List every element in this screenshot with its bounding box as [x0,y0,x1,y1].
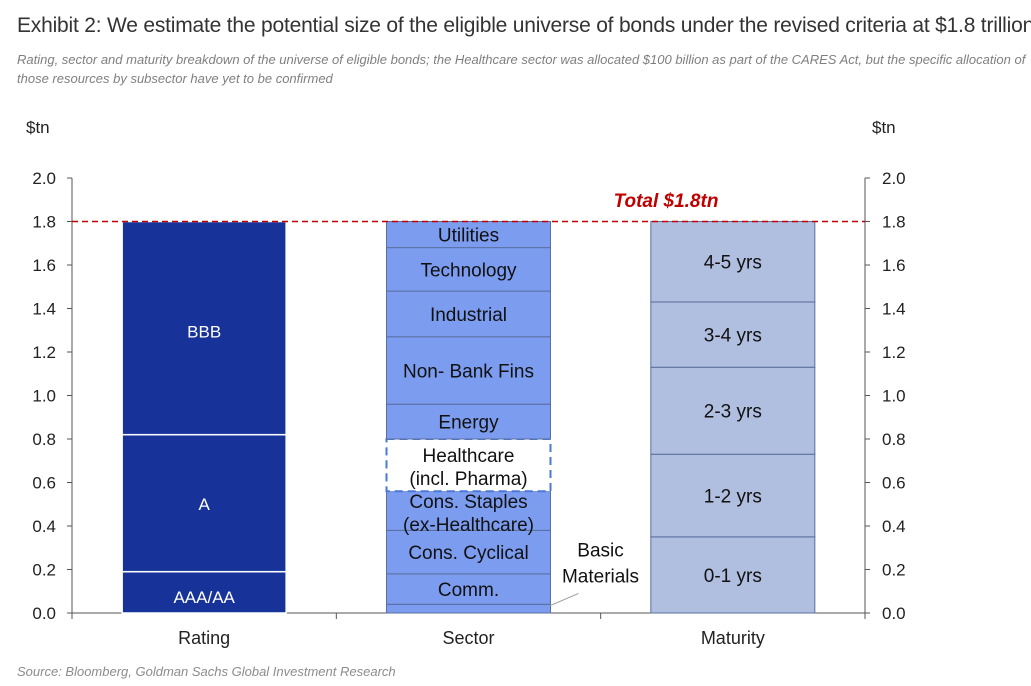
x-tick-label: Maturity [701,628,765,648]
x-tick-label: Sector [442,628,494,648]
annotations: Basic Materials Total $1.8tn [72,191,865,607]
y-tick-label-left: 1.4 [32,300,56,319]
bar-segment-label: Cons. Staples [409,492,527,513]
basic-materials-label: Materials [562,567,639,588]
source-note: Source: Bloomberg, Goldman Sachs Global … [17,664,396,679]
bar-segment [121,220,287,436]
bar-segment [650,301,816,368]
bar-segment-label: Energy [438,413,499,434]
bar-segment-label: Cons. Cyclical [408,543,528,564]
bar-segment [386,529,551,575]
basic-materials-label: Basic [577,540,623,561]
bar-segment [650,366,816,455]
y-tick-label-left: 2.0 [32,169,56,188]
bar-segment-label: Non- Bank Fins [403,361,534,382]
stacked-bar-chart: $tn $tn 0.0 0.0 0.2 0.2 0.4 0.4 0.6 0.6 0.8 0.8 1.… [26,118,906,648]
bar-segment-label: BBB [187,322,221,341]
bar-segment-label: Healthcare [423,446,515,467]
bar-segment-label: 0-1 yrs [704,566,762,587]
bar-segment-label: 2-3 yrs [704,402,762,423]
basic-materials-leader-line [548,592,579,607]
bar-segment [386,573,551,605]
x-tick-label: Rating [178,628,230,648]
y-tick-label-left: 0.0 [32,604,56,623]
bar-segment [650,453,816,538]
y-tick-label-right: 2.0 [882,169,906,188]
y-tick-label-right: 0.8 [882,430,906,449]
bar-segment-label: (incl. Pharma) [409,469,527,490]
y-tick-label-right: 0.2 [882,561,906,580]
bar-segment-label: 4-5 yrs [704,253,762,274]
bar-segment [386,403,551,440]
axes: 0.0 0.0 0.2 0.2 0.4 0.4 0.6 0.6 0.8 0.8 1.0 1.0 1.2 1… [32,169,905,648]
bar-segment-label: 1-2 yrs [704,487,762,508]
y-tick-label-right: 1.6 [882,256,906,275]
bars: AAA/AA A BBB Comm. Cons. Cyclical Cons. Stapl… [121,220,816,614]
bar-segment [121,433,287,573]
bar-segment-label: AAA/AA [173,588,235,607]
y-tick-label-left: 0.8 [32,430,56,449]
chart-subtitle: Rating, sector and maturity breakdown of… [17,52,1026,86]
bar-segment [386,221,551,249]
bar-segment [121,570,287,614]
page-title: Exhibit 2: We estimate the potential siz… [17,14,1031,37]
bar-segment [386,490,551,531]
y-tick-label-left: 1.2 [32,343,56,362]
bar-segment [650,221,816,303]
right-axis-unit-label: $tn [872,118,896,137]
bar-segment-label: (ex-Healthcare) [403,515,534,536]
bar-segment [386,247,551,292]
y-tick-label-right: 1.0 [882,387,906,406]
y-tick-label-left: 0.2 [32,561,56,580]
y-tick-label-left: 1.6 [32,256,56,275]
y-tick-label-right: 0.4 [882,517,906,536]
y-tick-label-right: 0.6 [882,474,906,493]
bar-segment [386,290,551,338]
bar-segment-label: 3-4 yrs [704,326,762,347]
bar-segment-label: Industrial [430,305,507,326]
bar-segment-label: Technology [420,260,517,281]
bar-segment-label: Utilities [438,226,499,247]
y-tick-label-right: 1.2 [882,343,906,362]
bar-segment-label: A [198,495,210,514]
y-tick-label-left: 0.4 [32,517,56,536]
y-tick-label-right: 0.0 [882,604,906,623]
y-tick-label-left: 1.0 [32,387,56,406]
bar-segment [386,603,551,614]
y-tick-label-right: 1.4 [882,300,906,319]
left-axis-unit-label: $tn [26,118,50,137]
y-tick-label-right: 1.8 [882,213,906,232]
y-tick-label-left: 1.8 [32,213,56,232]
total-reference-label: Total $1.8tn [614,191,719,212]
bar-segment-label: Comm. [438,580,499,601]
bar-segment [386,336,551,405]
y-tick-label-left: 0.6 [32,474,56,493]
bar-segment [386,438,551,492]
